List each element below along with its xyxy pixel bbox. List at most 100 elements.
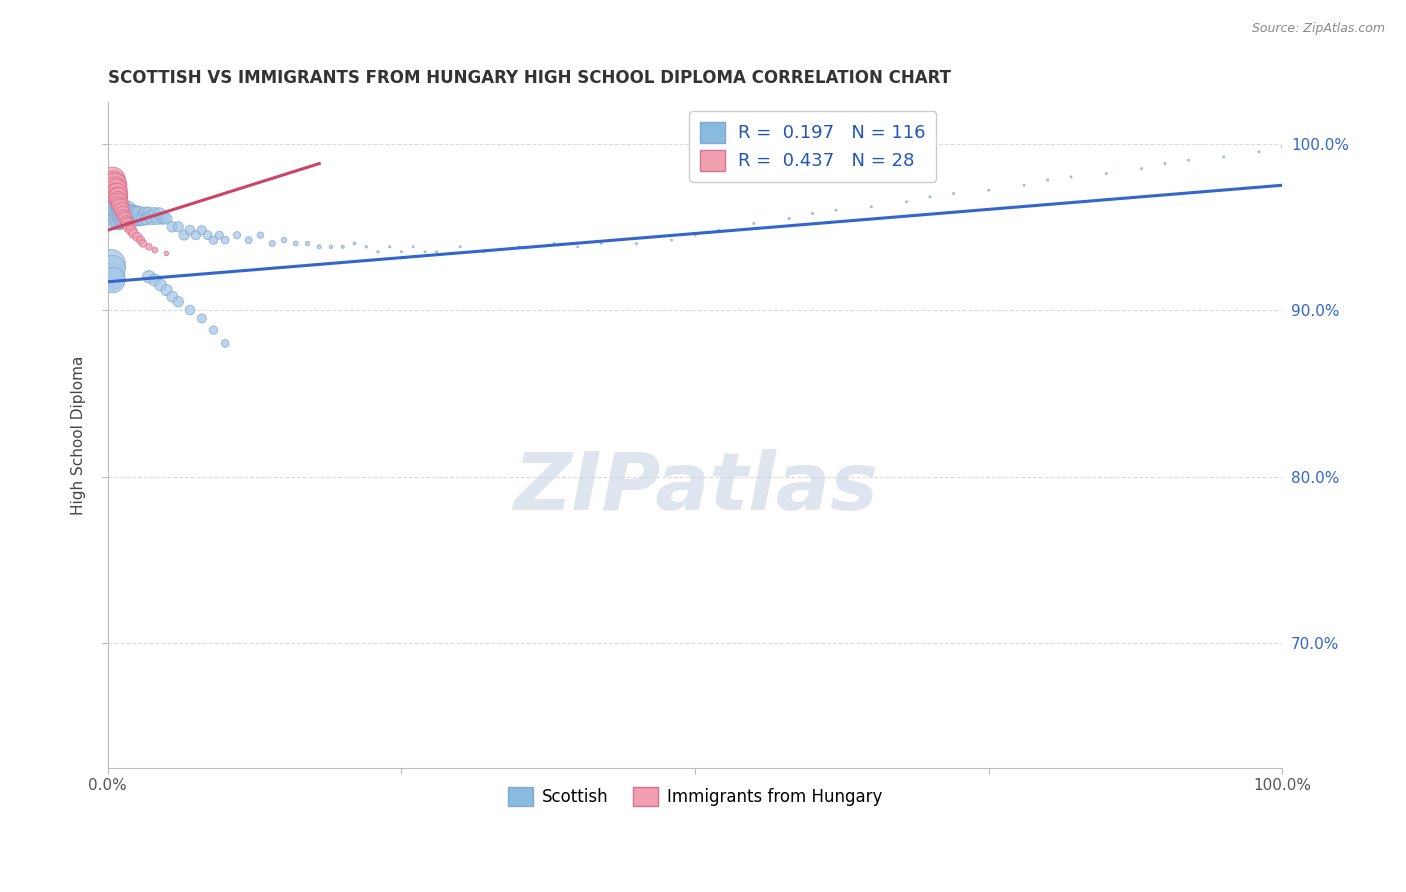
Point bbox=[778, 211, 800, 226]
Point bbox=[942, 186, 965, 201]
Point bbox=[155, 246, 177, 260]
Point bbox=[111, 210, 134, 224]
Point bbox=[100, 269, 122, 284]
Point bbox=[591, 236, 613, 251]
Point bbox=[104, 194, 127, 209]
Point bbox=[146, 211, 169, 226]
Point bbox=[214, 233, 236, 247]
Point bbox=[1247, 145, 1270, 159]
Point bbox=[104, 178, 127, 193]
Point bbox=[167, 219, 190, 234]
Point bbox=[103, 186, 125, 201]
Point bbox=[920, 190, 942, 204]
Point bbox=[208, 228, 231, 243]
Point bbox=[108, 194, 131, 209]
Point bbox=[108, 206, 131, 220]
Point bbox=[308, 240, 330, 254]
Point bbox=[127, 229, 149, 244]
Point bbox=[121, 210, 143, 224]
Point bbox=[155, 283, 177, 297]
Point bbox=[117, 203, 139, 218]
Point bbox=[472, 244, 495, 259]
Point bbox=[155, 211, 177, 226]
Point bbox=[567, 240, 589, 254]
Point bbox=[104, 181, 127, 195]
Point bbox=[1271, 140, 1294, 154]
Point bbox=[179, 303, 201, 318]
Point bbox=[105, 203, 128, 218]
Point bbox=[111, 203, 134, 218]
Point bbox=[167, 294, 190, 309]
Point bbox=[107, 211, 129, 226]
Point bbox=[297, 236, 319, 251]
Point bbox=[110, 206, 132, 220]
Point bbox=[115, 215, 138, 229]
Point bbox=[402, 240, 425, 254]
Point bbox=[122, 227, 145, 241]
Point bbox=[115, 210, 138, 224]
Y-axis label: High School Diploma: High School Diploma bbox=[72, 355, 86, 515]
Point bbox=[426, 244, 449, 259]
Point bbox=[114, 211, 136, 226]
Point bbox=[112, 206, 135, 220]
Point bbox=[141, 211, 163, 226]
Legend: Scottish, Immigrants from Hungary: Scottish, Immigrants from Hungary bbox=[502, 780, 889, 813]
Point bbox=[127, 206, 149, 220]
Point bbox=[129, 211, 152, 226]
Point bbox=[104, 194, 127, 209]
Point bbox=[343, 236, 366, 251]
Point bbox=[104, 186, 127, 201]
Point bbox=[332, 240, 354, 254]
Point bbox=[1212, 150, 1234, 164]
Point bbox=[105, 186, 128, 201]
Point bbox=[105, 206, 128, 220]
Point bbox=[110, 200, 132, 214]
Point bbox=[197, 228, 219, 243]
Point bbox=[138, 240, 160, 254]
Point bbox=[114, 206, 136, 220]
Point bbox=[143, 273, 166, 287]
Point bbox=[135, 211, 157, 226]
Point bbox=[120, 206, 142, 220]
Point bbox=[661, 233, 683, 247]
Point bbox=[707, 223, 730, 237]
Point bbox=[110, 211, 132, 226]
Point bbox=[184, 228, 207, 243]
Point bbox=[112, 210, 135, 224]
Point bbox=[238, 233, 260, 247]
Point bbox=[107, 190, 129, 204]
Point bbox=[143, 243, 166, 257]
Point bbox=[449, 240, 471, 254]
Point bbox=[112, 206, 135, 220]
Point bbox=[262, 236, 284, 251]
Point bbox=[103, 177, 125, 191]
Point bbox=[138, 206, 160, 220]
Point bbox=[149, 278, 172, 293]
Point bbox=[111, 203, 134, 218]
Point bbox=[150, 211, 173, 226]
Point bbox=[100, 256, 122, 270]
Point bbox=[683, 228, 706, 243]
Point bbox=[120, 206, 142, 220]
Point bbox=[107, 193, 129, 207]
Point bbox=[101, 261, 124, 276]
Point bbox=[1060, 169, 1083, 184]
Point bbox=[101, 273, 124, 287]
Point bbox=[226, 228, 249, 243]
Point bbox=[273, 233, 295, 247]
Point bbox=[153, 211, 176, 226]
Point bbox=[118, 211, 141, 226]
Point bbox=[122, 206, 145, 220]
Point bbox=[214, 336, 236, 351]
Point bbox=[125, 206, 148, 220]
Point bbox=[124, 211, 146, 226]
Point bbox=[105, 190, 128, 204]
Point bbox=[114, 211, 136, 226]
Point bbox=[1154, 156, 1177, 170]
Point bbox=[354, 240, 377, 254]
Point bbox=[860, 200, 883, 214]
Point bbox=[179, 223, 201, 237]
Point bbox=[134, 206, 156, 220]
Point bbox=[1130, 161, 1153, 176]
Point bbox=[202, 233, 225, 247]
